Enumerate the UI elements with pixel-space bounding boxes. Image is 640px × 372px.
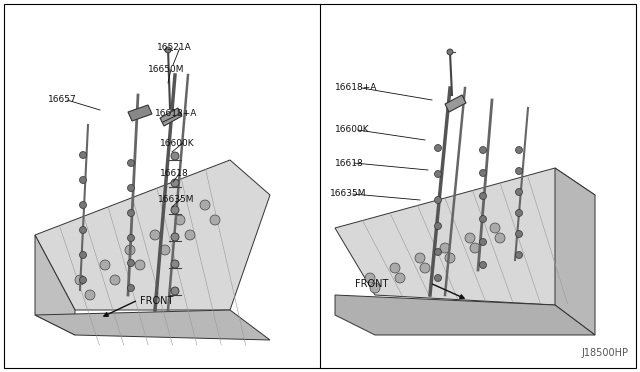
Circle shape bbox=[470, 243, 480, 253]
Circle shape bbox=[465, 233, 475, 243]
Circle shape bbox=[79, 276, 86, 283]
Polygon shape bbox=[128, 105, 152, 121]
Circle shape bbox=[127, 209, 134, 217]
Circle shape bbox=[200, 200, 210, 210]
Circle shape bbox=[479, 170, 486, 176]
Circle shape bbox=[490, 223, 500, 233]
Circle shape bbox=[515, 251, 522, 259]
Circle shape bbox=[447, 49, 453, 55]
Circle shape bbox=[210, 215, 220, 225]
Circle shape bbox=[160, 245, 170, 255]
Circle shape bbox=[127, 285, 134, 292]
Circle shape bbox=[479, 192, 486, 199]
Text: 16618: 16618 bbox=[160, 170, 189, 179]
Circle shape bbox=[171, 260, 179, 268]
Circle shape bbox=[495, 233, 505, 243]
Circle shape bbox=[479, 238, 486, 246]
Circle shape bbox=[440, 243, 450, 253]
Text: FRONT: FRONT bbox=[140, 296, 173, 306]
Circle shape bbox=[479, 262, 486, 269]
Circle shape bbox=[79, 176, 86, 183]
Circle shape bbox=[171, 233, 179, 241]
Circle shape bbox=[127, 160, 134, 167]
Circle shape bbox=[79, 251, 86, 259]
Circle shape bbox=[435, 144, 442, 151]
Text: 16600K: 16600K bbox=[160, 138, 195, 148]
Circle shape bbox=[175, 215, 185, 225]
Circle shape bbox=[479, 215, 486, 222]
Circle shape bbox=[479, 147, 486, 154]
Text: 16618+A: 16618+A bbox=[335, 83, 378, 93]
Text: 16618: 16618 bbox=[335, 158, 364, 167]
Circle shape bbox=[165, 47, 171, 53]
Circle shape bbox=[125, 245, 135, 255]
Text: 16618+A: 16618+A bbox=[155, 109, 197, 118]
Polygon shape bbox=[35, 160, 270, 310]
Circle shape bbox=[79, 227, 86, 234]
Circle shape bbox=[435, 222, 442, 230]
Text: 16635M: 16635M bbox=[158, 195, 195, 203]
Circle shape bbox=[85, 290, 95, 300]
Polygon shape bbox=[445, 95, 466, 112]
Text: J18500HP: J18500HP bbox=[581, 348, 628, 358]
Text: 16521A: 16521A bbox=[157, 44, 192, 52]
Circle shape bbox=[370, 283, 380, 293]
Circle shape bbox=[515, 209, 522, 217]
Polygon shape bbox=[335, 295, 595, 335]
Text: 16657: 16657 bbox=[48, 96, 77, 105]
Circle shape bbox=[515, 231, 522, 237]
Polygon shape bbox=[160, 108, 182, 126]
Circle shape bbox=[127, 260, 134, 266]
Text: FRONT: FRONT bbox=[355, 279, 388, 289]
Circle shape bbox=[435, 196, 442, 203]
Circle shape bbox=[171, 179, 179, 187]
Circle shape bbox=[135, 260, 145, 270]
Circle shape bbox=[75, 275, 85, 285]
Circle shape bbox=[445, 253, 455, 263]
Text: 16650M: 16650M bbox=[148, 65, 184, 74]
Circle shape bbox=[435, 170, 442, 177]
Circle shape bbox=[171, 152, 179, 160]
Circle shape bbox=[127, 234, 134, 241]
Circle shape bbox=[100, 260, 110, 270]
Polygon shape bbox=[35, 310, 270, 340]
Circle shape bbox=[435, 275, 442, 282]
Circle shape bbox=[110, 275, 120, 285]
Circle shape bbox=[185, 230, 195, 240]
Circle shape bbox=[171, 287, 179, 295]
Circle shape bbox=[390, 263, 400, 273]
Circle shape bbox=[395, 273, 405, 283]
Circle shape bbox=[515, 167, 522, 174]
Text: 16600K: 16600K bbox=[335, 125, 370, 135]
Polygon shape bbox=[555, 168, 595, 335]
Circle shape bbox=[171, 206, 179, 214]
Circle shape bbox=[150, 230, 160, 240]
Circle shape bbox=[127, 185, 134, 192]
Circle shape bbox=[79, 202, 86, 208]
Text: 16635M: 16635M bbox=[330, 189, 367, 199]
Circle shape bbox=[420, 263, 430, 273]
Circle shape bbox=[79, 151, 86, 158]
Circle shape bbox=[365, 273, 375, 283]
Polygon shape bbox=[335, 168, 595, 305]
Circle shape bbox=[435, 248, 442, 256]
Circle shape bbox=[415, 253, 425, 263]
Circle shape bbox=[515, 147, 522, 154]
Circle shape bbox=[515, 189, 522, 196]
Polygon shape bbox=[35, 235, 75, 335]
